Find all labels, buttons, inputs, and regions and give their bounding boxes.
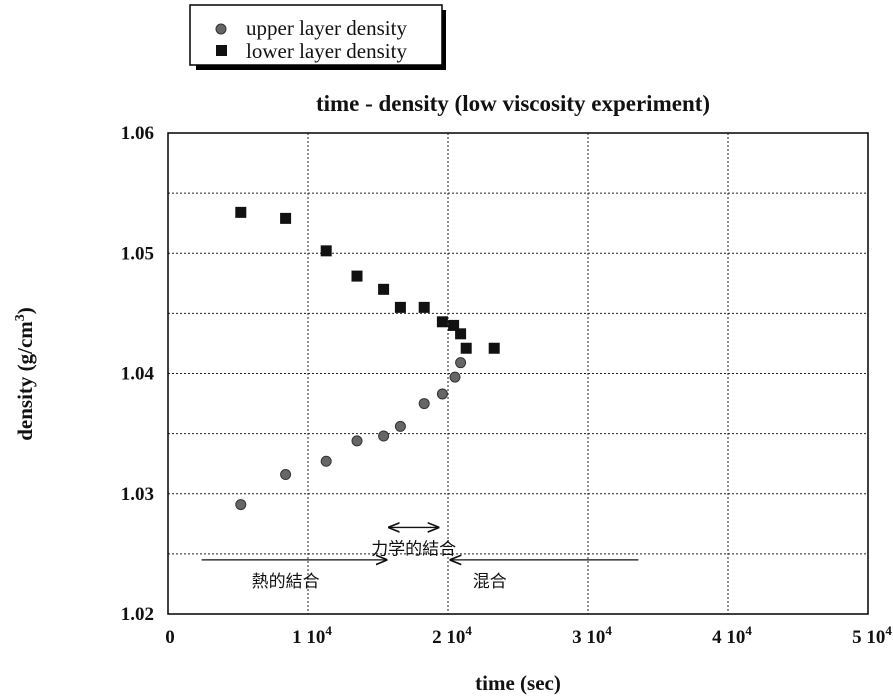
x-tick-label: 2 104	[432, 623, 472, 648]
grid-layer	[168, 133, 868, 614]
upper-layer-point	[235, 499, 247, 511]
y-tick-label: 1.04	[121, 364, 155, 385]
y-tick-label: 1.05	[121, 243, 154, 264]
upper-layer-point	[320, 455, 332, 467]
x-tick-label: 0	[165, 627, 175, 648]
legend-circle-marker	[215, 23, 227, 35]
upper-layer-point	[378, 430, 390, 442]
legend-square-marker	[216, 45, 227, 56]
y-axis-label-sup: 3	[13, 314, 28, 321]
upper-layer-point	[436, 388, 448, 400]
legend-label-upper: upper layer density	[246, 16, 407, 40]
x-tick-label: 4 104	[712, 623, 752, 648]
lower-layer-point	[418, 301, 430, 313]
lower-layer-point	[280, 212, 292, 224]
annotation-label: 力学的結合	[371, 539, 456, 559]
upper-layer-point	[418, 398, 430, 410]
x-tick-label: 3 104	[572, 623, 612, 648]
upper-layer-point	[455, 357, 467, 369]
lower-layer-point	[235, 206, 247, 218]
upper-layer-point	[394, 420, 406, 432]
x-tick-label: 5 104	[852, 623, 892, 648]
lower-layer-point	[351, 270, 363, 282]
lower-layer-point	[394, 301, 406, 313]
y-axis-label-close: )	[13, 307, 37, 314]
legend-box	[189, 4, 443, 66]
tick-labels: 1.02 1.03 1.04 1.05 1.06 0 1 104 2 104 3 104 4 10…	[121, 123, 893, 648]
upper-layer-point	[351, 435, 363, 447]
y-tick-label: 1.06	[121, 123, 154, 144]
x-axis-label: time (sec)	[475, 671, 561, 695]
data-points	[235, 206, 500, 511]
y-tick-label: 1.03	[121, 484, 154, 505]
lower-layer-point	[320, 245, 332, 257]
lower-layer-point	[488, 342, 500, 354]
x-tick-label: 1 104	[292, 623, 332, 648]
chart-title: time - density (low viscosity experiment…	[316, 91, 710, 116]
y-axis-label: density (g/cm3)	[13, 307, 37, 441]
y-tick-label: 1.02	[121, 604, 154, 625]
legend: upper layer density lower layer density	[189, 4, 446, 70]
plot-frame	[167, 132, 869, 615]
legend-label-lower: lower layer density	[246, 39, 407, 63]
lower-layer-point	[448, 319, 460, 331]
lower-layer-point	[455, 328, 467, 340]
annotation-label: 混合	[473, 572, 507, 592]
upper-layer-point	[449, 371, 461, 383]
annotation-label: 熱的結合	[252, 572, 320, 592]
lower-layer-point	[460, 342, 472, 354]
lower-layer-point	[436, 316, 448, 328]
upper-layer-point	[280, 469, 292, 481]
lower-layer-point	[378, 283, 390, 295]
y-axis-label-main: density (g/cm	[13, 321, 37, 441]
